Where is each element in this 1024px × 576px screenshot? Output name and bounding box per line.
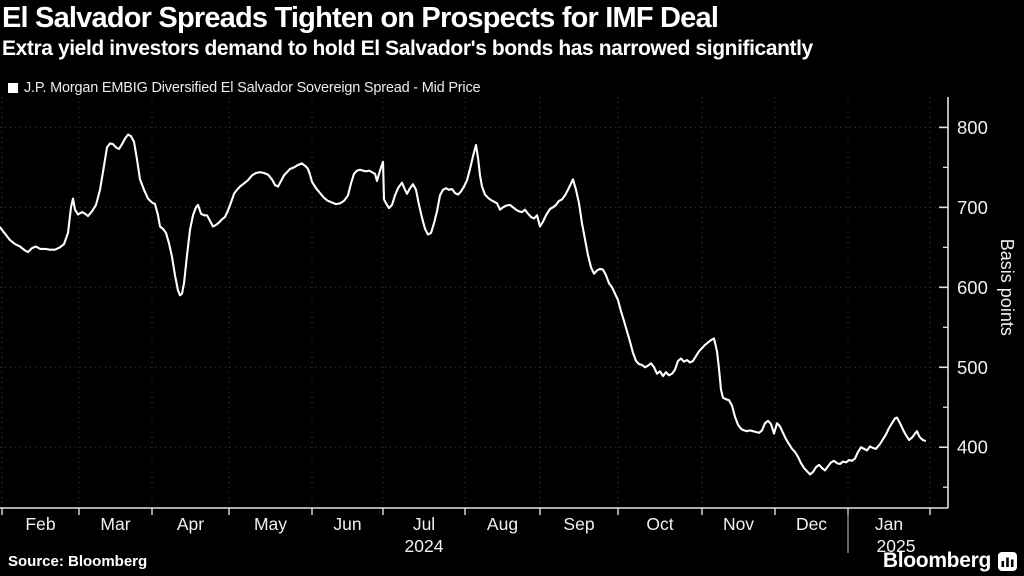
svg-text:Basis points: Basis points <box>997 239 1017 336</box>
svg-text:500: 500 <box>957 357 988 378</box>
svg-text:Dec: Dec <box>796 514 827 534</box>
page-subtitle: Extra yield investors demand to hold El … <box>2 37 813 60</box>
spread-line-chart: 800 700 600 500 400 Feb Mar Apr May Jun Jul Aug Sep O… <box>0 97 1017 556</box>
svg-text:400: 400 <box>957 437 988 458</box>
page-title: El Salvador Spreads Tighten on Prospects… <box>2 2 719 34</box>
chart-legend: J.P. Morgan EMBIG Diversified El Salvado… <box>8 80 481 96</box>
svg-text:Sep: Sep <box>563 514 594 534</box>
svg-text:Oct: Oct <box>646 514 673 534</box>
bloomberg-brand: Bloomberg <box>883 549 1017 573</box>
svg-text:Aug: Aug <box>487 514 518 534</box>
legend-swatch-icon <box>8 83 18 93</box>
svg-text:May: May <box>254 514 287 534</box>
svg-text:Mar: Mar <box>100 514 130 534</box>
svg-text:800: 800 <box>957 117 988 138</box>
svg-text:Jul: Jul <box>413 514 435 534</box>
svg-text:700: 700 <box>957 197 988 218</box>
bloomberg-wordmark: Bloomberg <box>882 549 991 572</box>
svg-text:Nov: Nov <box>723 514 754 534</box>
bloomberg-chart-icon <box>998 551 1017 571</box>
svg-text:Apr: Apr <box>177 514 204 534</box>
svg-text:Feb: Feb <box>25 514 55 534</box>
legend-label: J.P. Morgan EMBIG Diversified El Salvado… <box>24 80 481 96</box>
source-credit: Source: Bloomberg <box>8 553 148 570</box>
svg-text:2024: 2024 <box>405 536 444 556</box>
svg-text:Jun: Jun <box>333 514 361 534</box>
svg-text:2025: 2025 <box>877 536 916 556</box>
svg-text:Jan: Jan <box>875 514 903 534</box>
svg-text:600: 600 <box>957 277 988 298</box>
